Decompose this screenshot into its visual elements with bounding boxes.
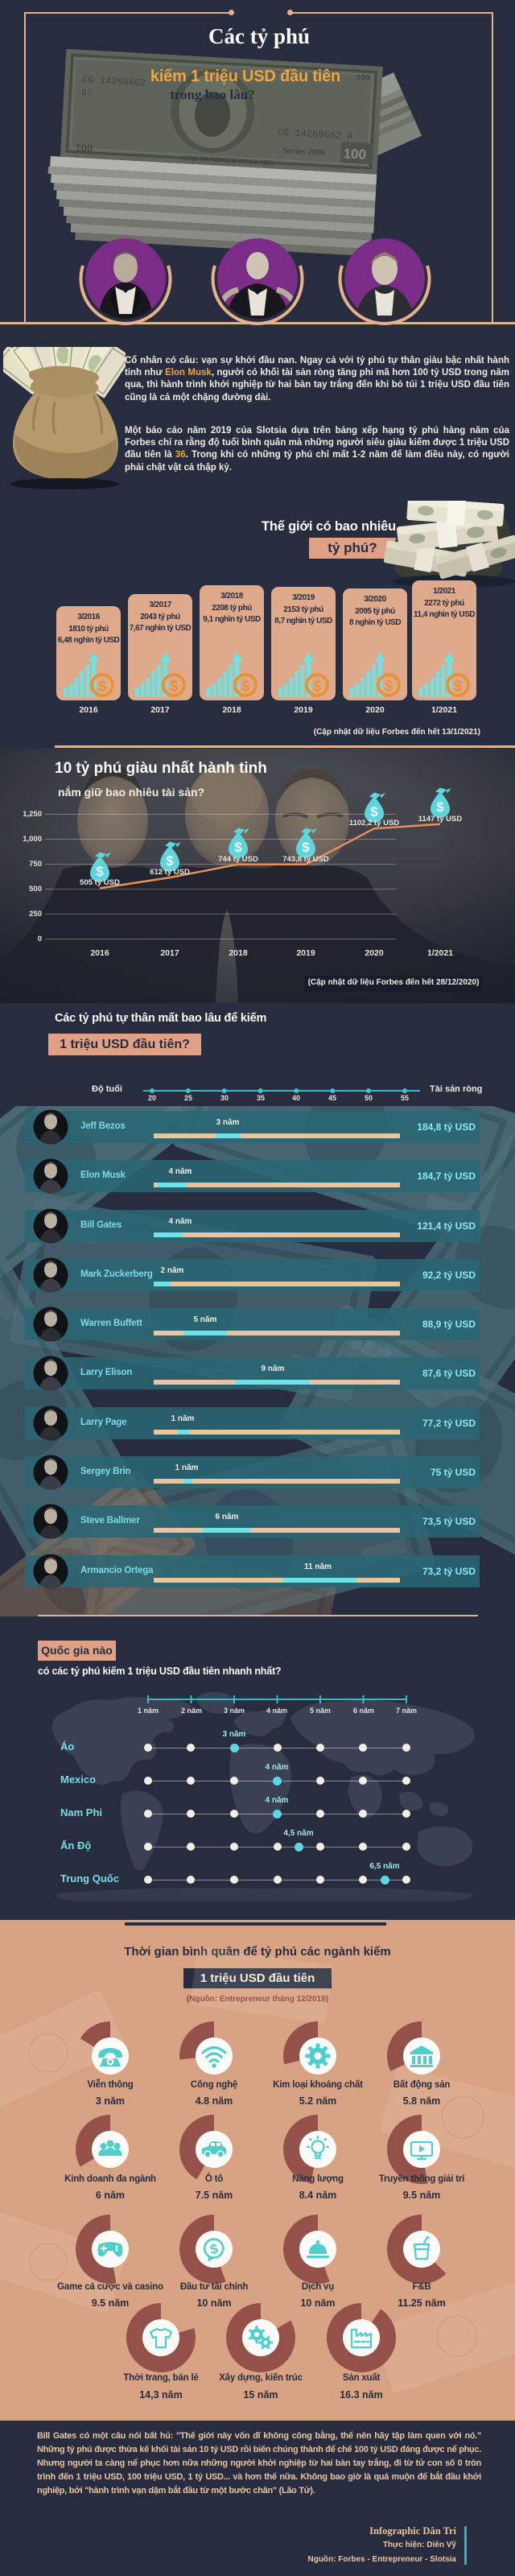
svg-text:CG 14269662 A: CG 14269662 A	[278, 127, 354, 142]
svg-text:$: $	[241, 679, 250, 696]
svg-text:$: $	[454, 679, 463, 696]
svg-text:100: 100	[75, 142, 93, 155]
svg-text:$: $	[96, 864, 104, 879]
svg-text:100: 100	[356, 73, 371, 83]
svg-text:$: $	[234, 840, 242, 855]
svg-text:$: $	[370, 804, 378, 819]
svg-text:$: $	[385, 679, 393, 696]
svg-text:G7: G7	[81, 89, 93, 99]
svg-text:$: $	[436, 799, 444, 815]
svg-text:$: $	[98, 679, 107, 696]
svg-text:$: $	[313, 679, 322, 696]
svg-text:$: $	[170, 679, 179, 696]
svg-text:100: 100	[343, 146, 366, 163]
svg-text:$: $	[166, 853, 174, 869]
svg-text:Series 2006: Series 2006	[282, 146, 326, 158]
svg-text:$: $	[302, 840, 310, 855]
svg-text:$: $	[208, 2241, 220, 2258]
svg-text:CG 14269662: CG 14269662	[82, 74, 146, 89]
